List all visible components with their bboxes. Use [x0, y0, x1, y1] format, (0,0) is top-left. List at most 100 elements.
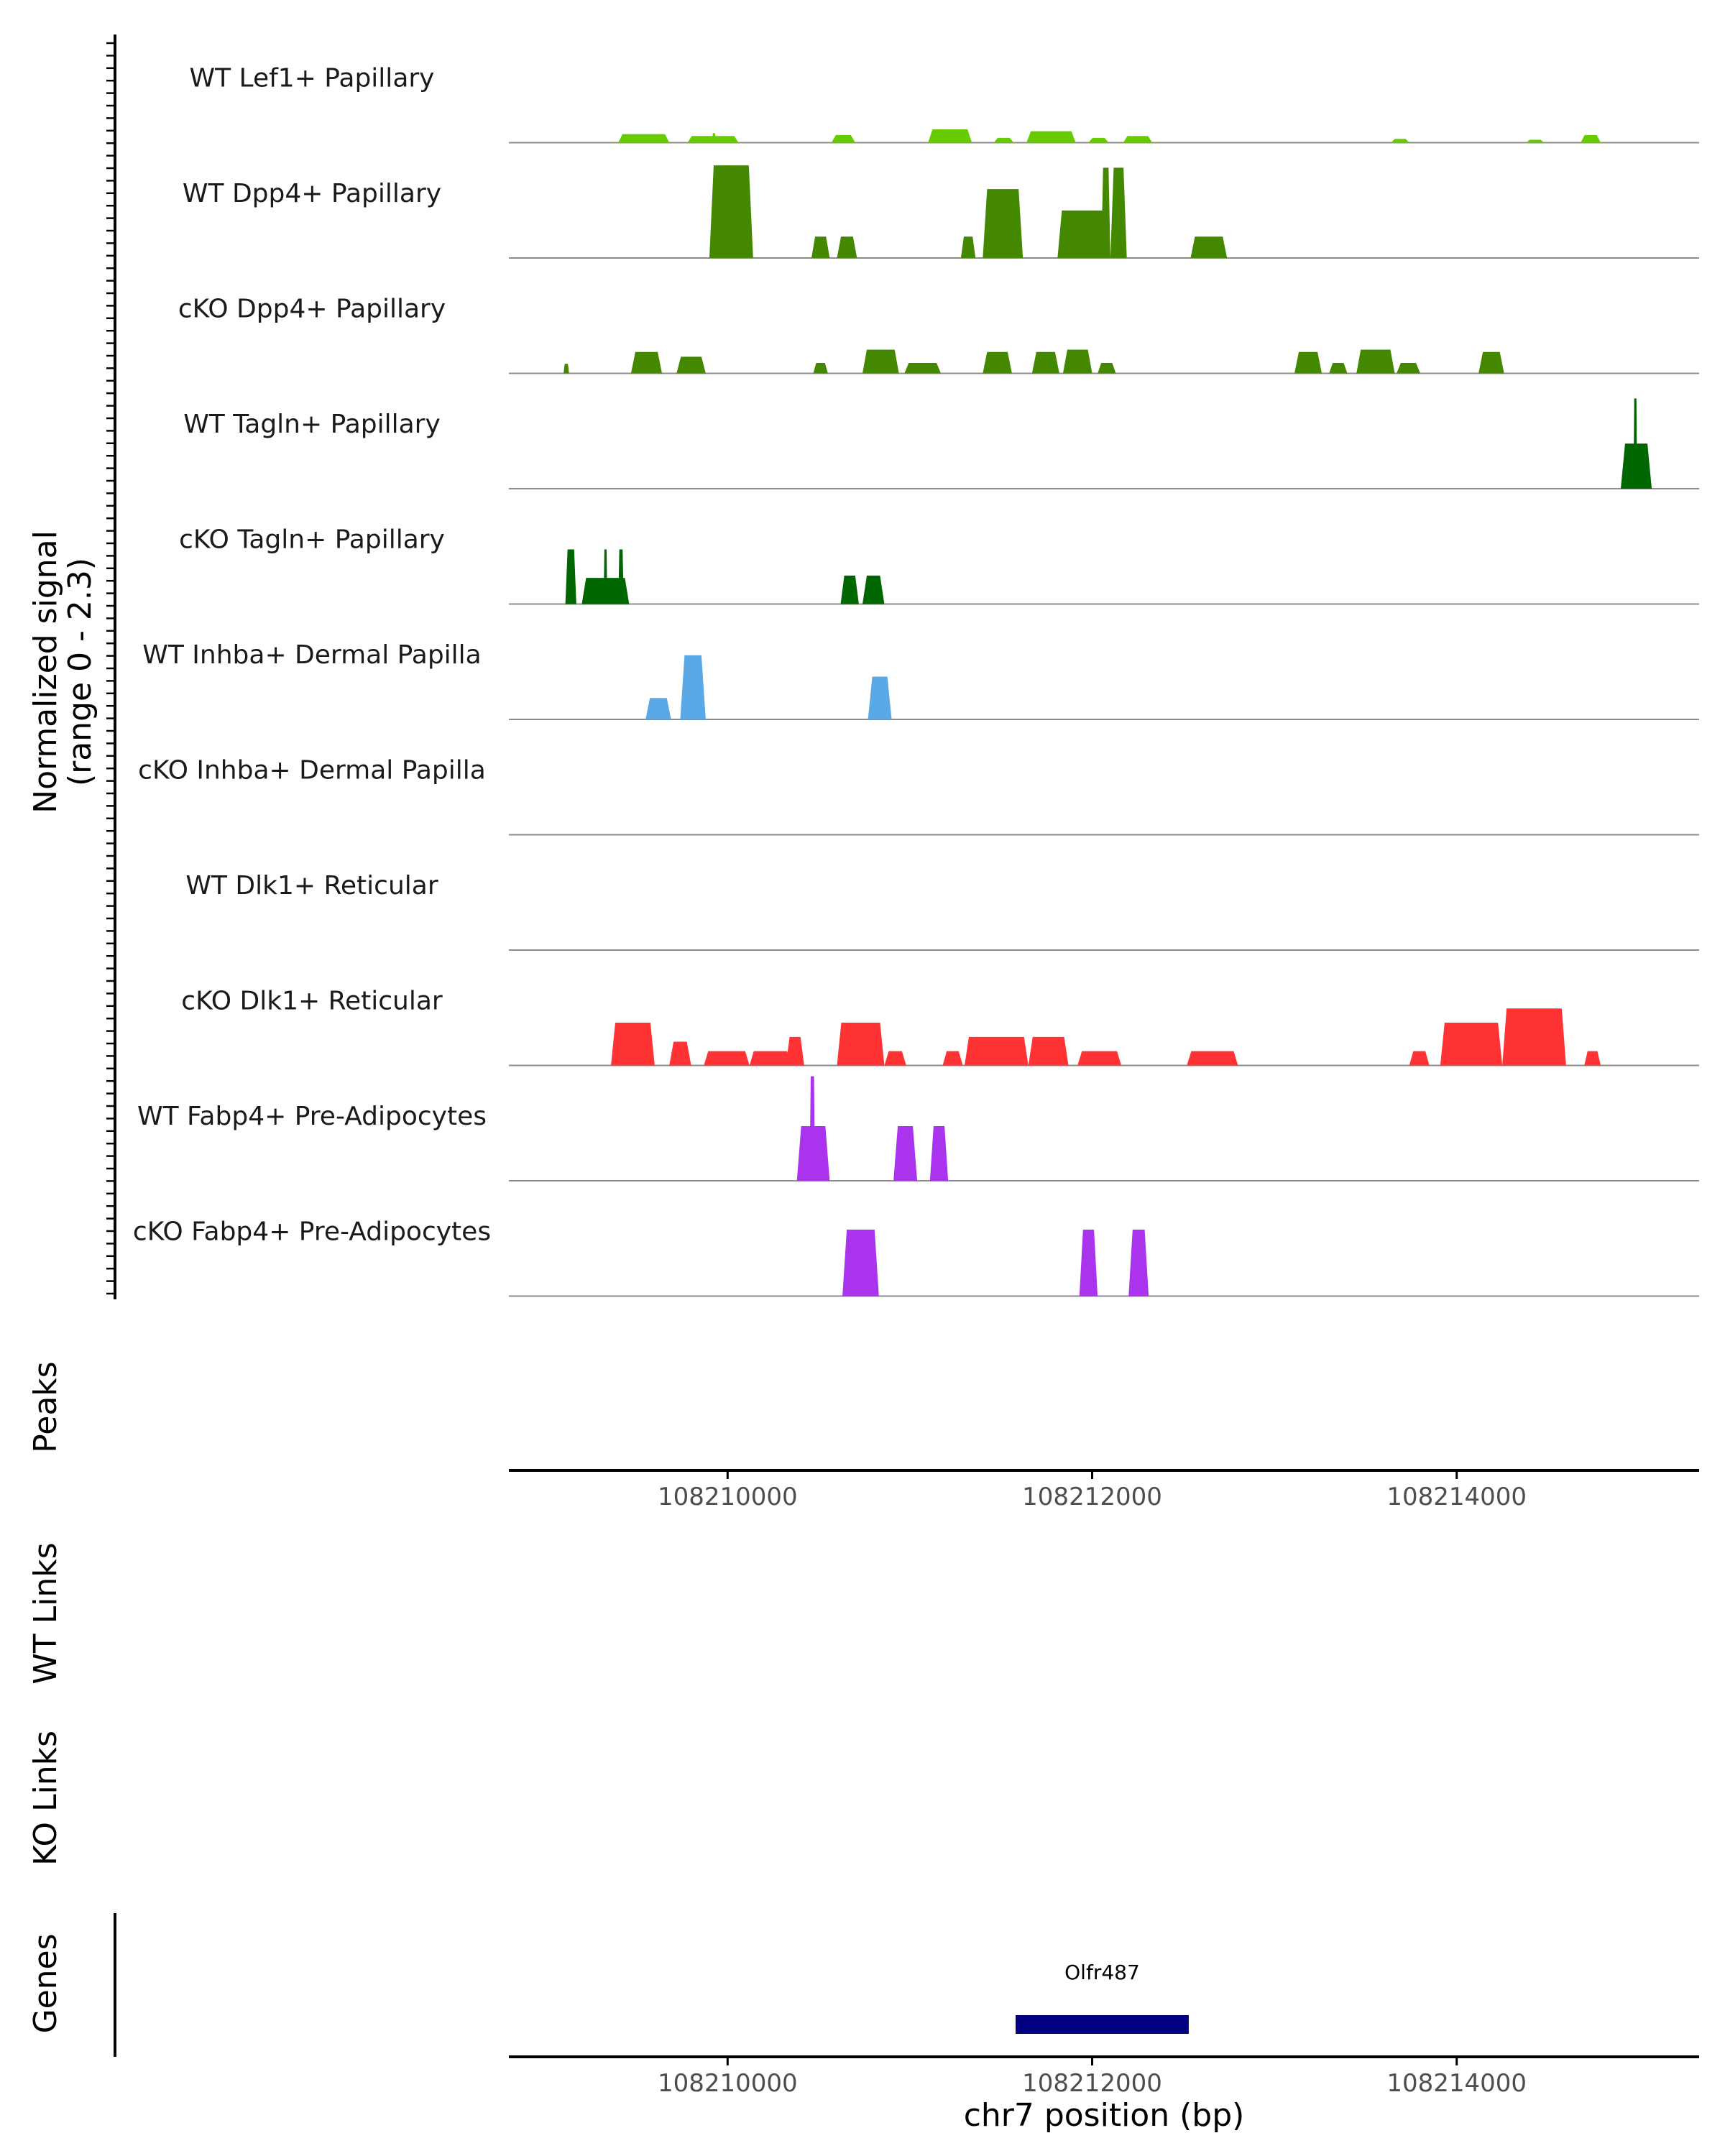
track-label: cKO Tagln+ Papillary — [179, 525, 445, 555]
track-label: cKO Fabp4+ Pre-Adipocytes — [133, 1217, 491, 1247]
signal-axis: Normalized signal (range 0 - 2.3) — [27, 34, 116, 1299]
genes-x-axis-ticks: 108210000 108212000 108214000 — [658, 2057, 1527, 2098]
gene-label: Olfr487 — [1064, 1961, 1140, 1984]
signal-peak — [893, 1126, 918, 1181]
genes-panel-label: Genes — [27, 1933, 64, 2033]
track-label: cKO Dlk1+ Reticular — [181, 987, 443, 1016]
gene-annotations: Olfr487 — [1016, 1961, 1189, 2034]
signal-peak — [995, 210, 1001, 258]
signal-peak — [669, 1041, 691, 1066]
track-label: cKO Inhba+ Dermal Papilla — [138, 756, 486, 786]
signal-peak — [983, 189, 1024, 258]
signal-peak — [680, 655, 706, 719]
peaks-panel-label: Peaks — [27, 1361, 64, 1452]
signal-peak — [928, 129, 972, 143]
track-label: WT Dlk1+ Reticular — [185, 871, 438, 900]
signal-peak — [645, 698, 671, 719]
signal-peak — [809, 1076, 816, 1181]
track-wt-inhba-dermal-papilla: WT Inhba+ Dermal Papilla — [142, 640, 1699, 720]
signal-peak — [842, 1229, 879, 1296]
x-axis-label: chr7 position (bp) — [964, 2097, 1245, 2134]
signal-peak — [1356, 349, 1395, 374]
signal-peak — [618, 549, 624, 604]
signal-peak — [1584, 1051, 1601, 1066]
track-label: WT Tagln+ Papillary — [183, 410, 441, 439]
ko-links-panel-label: KO Links — [27, 1731, 64, 1866]
wt-links-panel: WT Links — [27, 1542, 64, 1684]
signal-peak — [1391, 139, 1409, 143]
signal-peak — [862, 349, 899, 374]
signal-peak — [618, 134, 670, 143]
signal-peak — [630, 351, 663, 374]
signal-peak — [1190, 236, 1228, 258]
track-label: WT Inhba+ Dermal Papilla — [142, 640, 481, 670]
signal-peak — [1088, 137, 1109, 143]
signal-peak — [565, 549, 576, 604]
track-wt-dlk1-reticular: WT Dlk1+ Reticular — [185, 871, 1699, 951]
track-cko-inhba-dermal-papilla: cKO Inhba+ Dermal Papilla — [138, 756, 1699, 836]
gene-body-olfr487 — [1016, 2015, 1189, 2034]
peaks-x-axis-ticks: 108210000 108212000 108214000 — [658, 1470, 1527, 1511]
signal-peak — [1329, 362, 1348, 374]
signal-peak — [1294, 351, 1322, 374]
x-axis-tick-label: 108214000 — [1386, 1483, 1527, 1511]
signal-peak — [676, 356, 706, 374]
signal-peak — [611, 1023, 655, 1066]
track-wt-dpp4-papillary: WT Dpp4+ Papillary — [183, 165, 1699, 259]
signal-peak — [1077, 1051, 1122, 1066]
ko-links-panel: KO Links — [27, 1731, 64, 1866]
signal-peak — [942, 1051, 963, 1066]
track-wt-fabp4-pre-adipocytes: WT Fabp4+ Pre-Adipocytes — [137, 1076, 1699, 1181]
signal-peak — [1098, 362, 1116, 374]
signal-peak — [993, 137, 1014, 143]
signal-peak — [1057, 210, 1110, 258]
track-label: cKO Dpp4+ Papillary — [178, 295, 446, 324]
signal-peak — [840, 575, 859, 604]
signal-peak — [862, 575, 885, 604]
signal-peak — [868, 676, 892, 719]
signal-peak — [718, 137, 726, 143]
signal-peak — [960, 236, 976, 258]
signal-peak — [1187, 1051, 1238, 1066]
signal-peak — [709, 165, 753, 258]
wt-links-panel-label: WT Links — [27, 1542, 64, 1684]
track-cko-tagln-papillary: cKO Tagln+ Papillary — [179, 525, 1699, 605]
signal-tracks: WT Lef1+ Papillary WT Dpp4+ Papillary cKO … — [133, 64, 1699, 1297]
track-wt-tagln-papillary: WT Tagln+ Papillary — [183, 398, 1699, 489]
signal-peak — [904, 362, 942, 374]
signal-peak — [1440, 1023, 1503, 1066]
signal-peak — [1101, 167, 1110, 258]
signal-peak — [1409, 1051, 1430, 1066]
signal-peak — [813, 362, 828, 374]
genes-panel: Genes Olfr487 108210000 108212000 10821400… — [27, 1913, 1699, 2134]
signal-peak — [704, 1051, 750, 1066]
signal-axis-range-label: (range 0 - 2.3) — [62, 558, 98, 786]
track-cko-fabp4-pre-adipocytes: cKO Fabp4+ Pre-Adipocytes — [133, 1217, 1699, 1297]
signal-peak — [837, 236, 857, 258]
signal-peak — [884, 1051, 906, 1066]
signal-peak — [1526, 139, 1545, 143]
signal-peak — [712, 133, 716, 143]
signal-peak — [1062, 349, 1092, 374]
signal-peak — [786, 1036, 804, 1066]
signal-peak — [831, 134, 855, 143]
signal-peak — [749, 1051, 792, 1066]
signal-peak — [1397, 362, 1420, 374]
track-label: WT Dpp4+ Papillary — [183, 179, 441, 208]
signal-peak — [1502, 1008, 1566, 1066]
signal-peak — [964, 1036, 1029, 1066]
signal-peak — [1110, 167, 1127, 258]
signal-axis-label: Normalized signal — [27, 530, 64, 814]
x-axis-tick-label: 108210000 — [658, 1483, 798, 1511]
signal-axis-ticks — [106, 42, 115, 1295]
signal-peak — [1478, 351, 1504, 374]
signal-peak — [564, 364, 569, 374]
track-cko-dlk1-reticular: cKO Dlk1+ Reticular — [181, 987, 1699, 1067]
x-axis-tick-label: 108210000 — [658, 2069, 798, 2098]
signal-peak — [929, 1126, 949, 1181]
signal-peak — [1028, 1036, 1069, 1066]
signal-peak — [1128, 1229, 1149, 1296]
signal-peak — [1031, 351, 1059, 374]
signal-peak — [603, 549, 607, 604]
